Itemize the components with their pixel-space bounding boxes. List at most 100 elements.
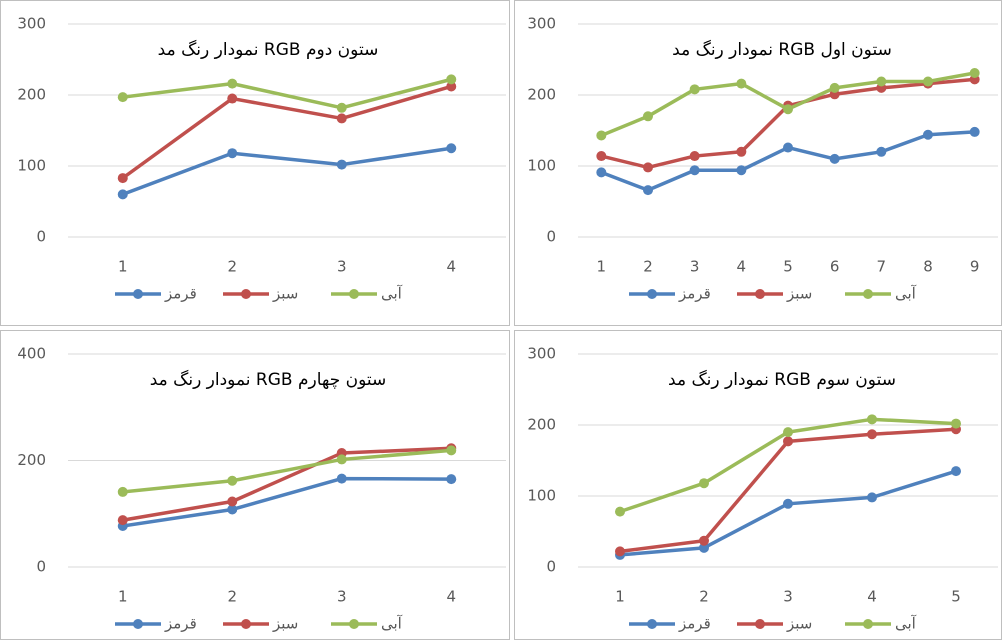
y-tick-label: 200 (17, 86, 46, 104)
point (227, 496, 238, 507)
x-tick-label: 9 (970, 258, 980, 276)
point (829, 153, 840, 164)
y-tick-label: 300 (17, 15, 46, 33)
legend-marker (349, 619, 359, 629)
legend-label: آبی (381, 615, 403, 633)
legend-label: سبز (272, 615, 298, 633)
legend-marker (755, 619, 765, 629)
x-tick-label: 2 (227, 258, 237, 276)
legend-label: سبز (786, 615, 812, 633)
series-line (122, 448, 452, 494)
series-line (122, 146, 452, 197)
y-tick-label: 100 (527, 157, 556, 175)
legend-marker (755, 289, 765, 299)
chart-title: نمودار رنگ مد RGB ستون سوم (668, 369, 896, 390)
y-tick-label: 200 (527, 86, 556, 104)
point (336, 473, 347, 484)
y-tick-label: 100 (17, 157, 46, 175)
y-tick-label: 200 (17, 451, 46, 469)
point (867, 492, 877, 503)
point (876, 76, 887, 87)
point (867, 414, 877, 425)
point (596, 151, 607, 162)
legend-label: قرمز (164, 615, 197, 633)
x-tick-label: 4 (867, 588, 877, 606)
y-tick-label: 0 (36, 228, 46, 246)
point (689, 84, 700, 95)
chart-title: نمودار رنگ مد RGB ستون چهارم (150, 369, 387, 390)
series-line (619, 427, 957, 554)
x-tick-label: 1 (118, 258, 128, 276)
point (951, 418, 961, 429)
point (336, 159, 347, 170)
legend-label: آبی (381, 285, 403, 303)
legend-label: آبی (895, 615, 917, 633)
point (446, 445, 457, 456)
x-tick-label: 1 (118, 588, 128, 606)
point (699, 535, 709, 546)
point (829, 82, 840, 93)
y-tick-label: 0 (36, 558, 46, 576)
x-tick-label: 7 (877, 258, 887, 276)
point (736, 146, 747, 157)
point (117, 486, 128, 497)
legend-marker (133, 289, 143, 299)
legend-marker (863, 619, 873, 629)
x-tick-label: 4 (446, 588, 456, 606)
point (699, 478, 709, 489)
point (783, 427, 793, 438)
point (643, 111, 653, 122)
point (227, 504, 238, 515)
point (969, 67, 980, 78)
x-tick-label: 4 (737, 258, 747, 276)
x-tick-label: 4 (446, 258, 456, 276)
series-line (122, 77, 452, 110)
point (699, 542, 709, 553)
x-tick-label: 3 (337, 258, 347, 276)
x-tick-label: 2 (643, 258, 653, 276)
point (446, 81, 457, 92)
legend-marker (647, 619, 657, 629)
point (596, 167, 607, 178)
point (923, 76, 933, 87)
series-line (600, 77, 975, 170)
x-tick-label: 5 (783, 258, 793, 276)
chart-title: نمودار رنگ مد RGB ستون دوم (158, 39, 379, 60)
point (227, 148, 238, 159)
point (867, 429, 877, 440)
point (227, 93, 238, 104)
x-tick-label: 2 (699, 588, 709, 606)
point (615, 546, 625, 557)
point (336, 102, 347, 113)
y-tick-label: 200 (527, 416, 556, 434)
point (923, 129, 933, 140)
legend-label: آبی (895, 285, 917, 303)
legend-label: سبز (272, 285, 298, 303)
x-tick-label: 1 (615, 588, 625, 606)
point (783, 104, 793, 115)
legend-label: قرمز (678, 615, 711, 633)
series-line (619, 469, 957, 557)
point (951, 466, 961, 477)
series-line (600, 130, 975, 192)
y-tick-label: 400 (17, 345, 46, 363)
point (446, 74, 457, 85)
point (969, 126, 980, 137)
point (596, 130, 607, 141)
point (117, 515, 128, 526)
legend-label: قرمز (678, 285, 711, 303)
point (117, 92, 128, 103)
panel-border (0, 0, 510, 326)
x-tick-label: 8 (923, 258, 933, 276)
legend-marker (241, 289, 251, 299)
point (227, 78, 238, 89)
point (783, 498, 793, 509)
y-tick-label: 0 (546, 558, 556, 576)
y-tick-label: 300 (527, 345, 556, 363)
series-line (122, 446, 452, 522)
legend-label: قرمز (164, 285, 197, 303)
point (446, 143, 457, 154)
legend-marker (349, 289, 359, 299)
